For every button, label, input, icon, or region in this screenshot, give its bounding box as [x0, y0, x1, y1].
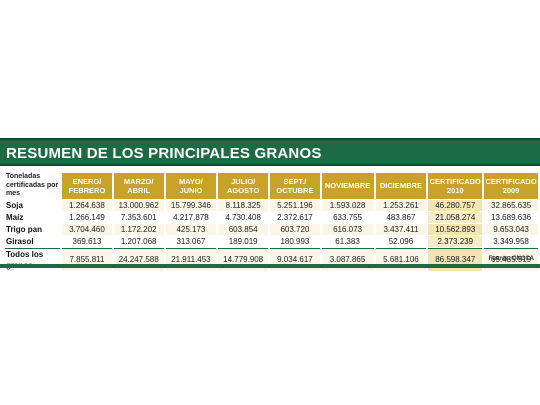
table-title: RESUMEN DE LOS PRINCIPALES GRANOS — [0, 138, 540, 166]
table-cell: 369.613 — [62, 235, 112, 247]
col-header: ENERO/ FEBRERO — [62, 173, 112, 199]
table-cell: 189.019 — [218, 235, 269, 247]
table-cell: 32.865.635 — [484, 199, 538, 211]
table-cell: 633.755 — [321, 211, 374, 223]
table-cell: 313.067 — [165, 235, 217, 247]
table-cell: 4.217.878 — [165, 211, 217, 223]
col-header: DICIEMBRE — [375, 173, 427, 199]
table-cell: 3.437.411 — [375, 223, 427, 235]
table-row: Girasol 369.613 1.207.068 313.067 189.01… — [5, 235, 538, 247]
bottom-rule — [0, 264, 540, 268]
table-cell: 52.096 — [375, 235, 427, 247]
table-cell: 483.867 — [375, 211, 427, 223]
table-cell: 603.854 — [218, 223, 269, 235]
table-cell: 1.266.149 — [62, 211, 112, 223]
table-cell: 1.253.261 — [375, 199, 427, 211]
table-cell: 8.118.325 — [218, 199, 269, 211]
col-header: MAYO/ JUNIO — [165, 173, 217, 199]
source-credit: Fuente: ONCCA — [488, 256, 534, 262]
header-row: Toneladas certificadas por mes ENERO/ FE… — [5, 173, 538, 199]
table-cell: 13.689.636 — [484, 211, 538, 223]
table-cell: 21.058.274 — [428, 211, 483, 223]
col-header: SEPT./ OCTUBRE — [270, 173, 320, 199]
row-label: Soja — [6, 200, 23, 210]
table-cell: 425.173 — [165, 223, 217, 235]
table-cell: 603.720 — [270, 223, 320, 235]
col-header: NOVIEMBRE — [321, 173, 374, 199]
col-header: JULIO/ AGOSTO — [218, 173, 269, 199]
row-label: Girasol — [5, 235, 61, 247]
table-cell: 61.383 — [321, 235, 374, 247]
table-cell: 15.799.346 — [165, 199, 217, 211]
table-cell: 3.704.460 — [62, 223, 112, 235]
row-label: Maíz — [5, 211, 61, 223]
table-row: Trigo pan 3.704.460 1.172.202 425.173 60… — [5, 223, 538, 235]
col-header: CERTIFICADO 2009 — [484, 173, 538, 199]
grain-table: Toneladas certificadas por mes ENERO/ FE… — [3, 172, 540, 272]
table-cell: 4.730.408 — [218, 211, 269, 223]
table-cell: 1.172.202 — [113, 223, 164, 235]
table-cell: 5.251.196 — [270, 199, 320, 211]
table-cell: 1.264.638 — [62, 199, 112, 211]
grain-summary-table-panel: RESUMEN DE LOS PRINCIPALES GRANOS Tonela… — [0, 128, 540, 271]
table-cell: 13.000.962 — [113, 199, 164, 211]
row-header-label: Toneladas certificadas por mes — [6, 173, 59, 197]
table-cell: 7.353.601 — [113, 211, 164, 223]
table-cell: 1.593.028 — [321, 199, 374, 211]
table-cell: 2.373.239 — [428, 235, 483, 247]
table-cell: 2.372.617 — [270, 211, 320, 223]
table-row: Soja 1.264.638 13.000.962 15.799.346 8.1… — [5, 199, 538, 211]
col-header: CERTIFICADO 2010 — [428, 173, 483, 199]
table-cell: 46.280.757 — [428, 199, 483, 211]
table-cell: 616.073 — [321, 223, 374, 235]
table-cell: 10.562.893 — [428, 223, 483, 235]
top-spacer — [0, 128, 540, 138]
table-cell: 1.207.068 — [113, 235, 164, 247]
table-cell: 3.349.958 — [484, 235, 538, 247]
col-header: MARZO/ ABRIL — [113, 173, 164, 199]
row-label: Trigo pan — [6, 224, 42, 234]
table-cell: 9.653.043 — [484, 223, 538, 235]
table-cell: 180.993 — [270, 235, 320, 247]
table-row: Maíz 1.266.149 7.353.601 4.217.878 4.730… — [5, 211, 538, 223]
